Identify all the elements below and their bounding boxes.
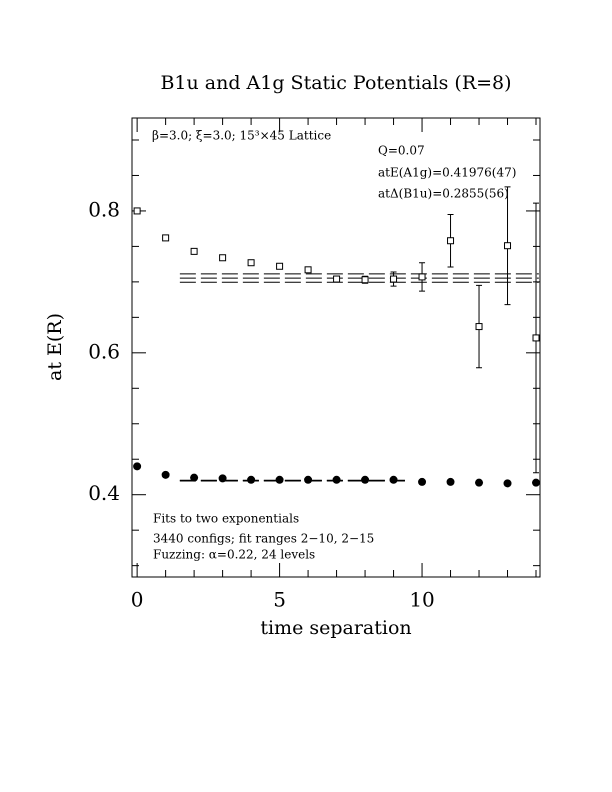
point — [304, 266, 312, 274]
point — [503, 479, 512, 488]
point — [162, 234, 170, 242]
point — [475, 478, 484, 487]
point — [190, 473, 199, 482]
chart-title: B1u and A1g Static Potentials (R=8) — [160, 72, 511, 94]
x-axis-label: time separation — [260, 617, 411, 639]
point — [133, 462, 142, 471]
y-tick-label: 0.6 — [88, 339, 120, 363]
annotation: Fits to two exponentials — [153, 512, 299, 526]
point — [161, 470, 170, 479]
point — [532, 478, 541, 487]
point — [247, 475, 256, 484]
point — [418, 273, 426, 281]
y-axis-label: at E(R) — [44, 313, 66, 381]
point — [447, 237, 455, 245]
annotation: atE(A1g)=0.41976(47) — [378, 166, 516, 180]
point — [333, 275, 341, 283]
point — [247, 259, 255, 267]
point — [389, 475, 398, 484]
x-tick-label: 5 — [273, 588, 286, 612]
point — [190, 247, 198, 255]
point — [361, 276, 369, 284]
point — [475, 323, 483, 331]
point — [304, 475, 313, 484]
point — [361, 475, 370, 484]
annotation: β=3.0; ξ=3.0; 15³×45 Lattice — [152, 129, 331, 143]
point — [332, 475, 341, 484]
x-tick-label: 10 — [409, 588, 434, 612]
point — [504, 242, 512, 250]
annotation: Q=0.07 — [378, 144, 425, 158]
x-tick-label: 0 — [131, 588, 144, 612]
annotation: Fuzzing: α=0.22, 24 levels — [153, 548, 315, 562]
point — [446, 477, 455, 486]
point — [275, 475, 284, 484]
point — [418, 477, 427, 486]
y-tick-label: 0.4 — [88, 481, 120, 505]
annotation: 3440 configs; fit ranges 2−10, 2−15 — [153, 532, 374, 546]
point — [218, 474, 227, 483]
point — [133, 207, 141, 215]
point — [390, 275, 398, 283]
point — [532, 334, 540, 342]
point — [219, 254, 227, 262]
plot-frame — [131, 117, 541, 578]
annotation: atΔ(B1u)=0.2855(56) — [378, 187, 509, 201]
y-tick-label: 0.8 — [88, 197, 120, 221]
point — [276, 262, 284, 270]
